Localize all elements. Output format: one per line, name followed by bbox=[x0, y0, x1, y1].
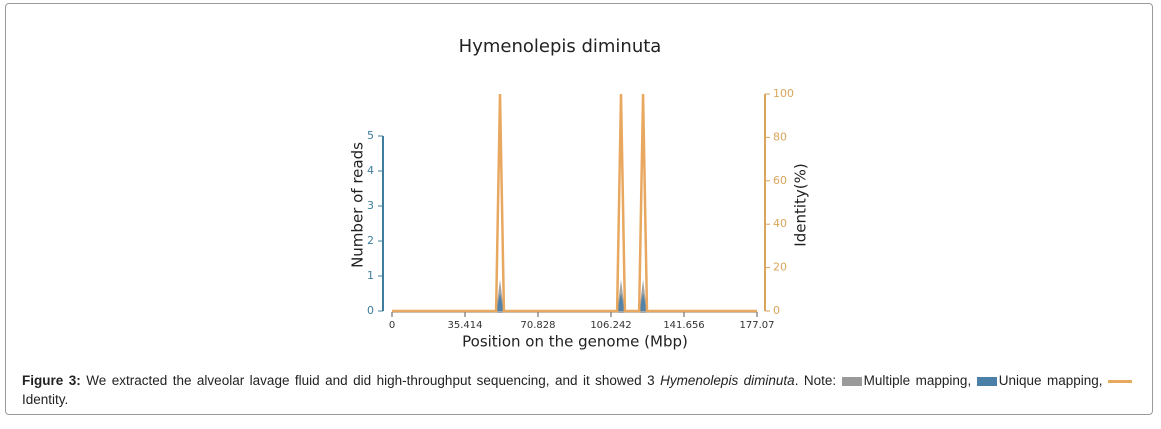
identity-line bbox=[392, 93, 757, 313]
x-axis-title: Position on the genome (Mbp) bbox=[462, 333, 688, 351]
y-tick-label: 1 bbox=[367, 269, 374, 282]
legend-label: Identity bbox=[22, 392, 65, 407]
y2-axis-title: Identity(%) bbox=[792, 163, 810, 246]
y2-tick-label: 80 bbox=[773, 130, 787, 143]
y2-tick-label: 0 bbox=[773, 304, 780, 317]
y-tick-label: 2 bbox=[367, 234, 374, 247]
legend-label: Unique mapping bbox=[998, 373, 1099, 388]
y-tick-label: 0 bbox=[367, 304, 374, 317]
y-axis-title: Number of reads bbox=[349, 142, 367, 268]
y2-tick-label: 20 bbox=[773, 261, 787, 274]
reads-area bbox=[392, 293, 757, 311]
x-tick-label: 70.828 bbox=[521, 320, 556, 331]
legend-swatch bbox=[841, 376, 862, 386]
legend-label: Multiple mapping bbox=[863, 373, 968, 388]
legend-separator: . bbox=[64, 392, 69, 407]
legend-swatch bbox=[1108, 379, 1132, 383]
y-tick-label: 5 bbox=[367, 129, 374, 142]
caption-note: . Note: bbox=[794, 373, 837, 388]
y2-tick-label: 60 bbox=[773, 174, 787, 187]
x-tick-label: 35.414 bbox=[448, 320, 483, 331]
caption: Figure 3: We extracted the alveolar lava… bbox=[22, 371, 1134, 409]
x-tick-label: 106.242 bbox=[590, 320, 631, 331]
y-tick-label: 3 bbox=[367, 199, 374, 212]
legend-separator: , bbox=[967, 373, 972, 388]
figure-frame bbox=[5, 3, 1153, 415]
reads-area bbox=[392, 279, 757, 311]
caption-text: We extracted the alveolar lavage fluid a… bbox=[86, 373, 655, 388]
x-tick-label: 177.07 bbox=[740, 320, 775, 331]
caption-label: Figure 3: bbox=[22, 373, 81, 388]
legend: Multiple mapping, Unique mapping, Identi… bbox=[22, 373, 1134, 407]
caption-species: Hymenolepis diminuta bbox=[660, 373, 795, 388]
x-tick-label: 141.656 bbox=[663, 320, 704, 331]
chart-title: Hymenolepis diminuta bbox=[459, 36, 662, 57]
y-tick-label: 4 bbox=[367, 164, 374, 177]
x-tick-label: 0 bbox=[389, 320, 395, 331]
legend-separator: , bbox=[1098, 373, 1103, 388]
y2-tick-label: 40 bbox=[773, 217, 787, 230]
legend-swatch bbox=[976, 376, 997, 386]
y2-tick-label: 100 bbox=[773, 87, 794, 100]
